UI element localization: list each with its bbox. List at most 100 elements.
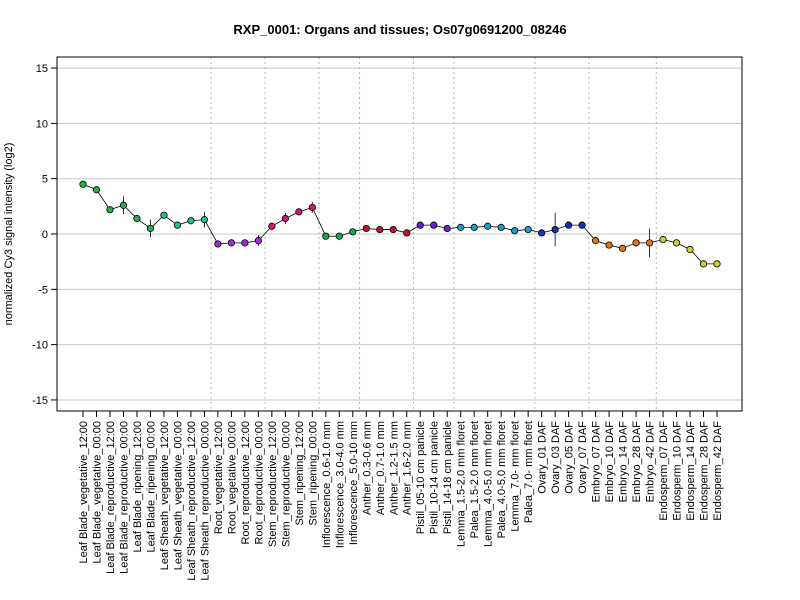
y-tick-label: -15 (32, 395, 48, 407)
x-tick-label: Embryo_07 DAF (591, 421, 603, 503)
data-point (160, 211, 168, 219)
data-point (349, 228, 357, 236)
data-point (672, 239, 681, 247)
x-tick-label: Lemma_1.5-2.0 mm floret (456, 421, 468, 547)
data-point (686, 245, 694, 254)
x-tick-label: Lemma_4.0-5.0 mm floret (483, 421, 495, 547)
y-tick-label: 5 (42, 174, 48, 186)
x-tick-label: Ovary_07 DAF (577, 421, 589, 494)
x-tick-label: Embryo_10 DAF (604, 421, 616, 503)
data-point (281, 214, 289, 223)
x-tick-label: Palea_1.5-2.0 mm floret (469, 421, 481, 538)
chart-title: RXP_0001: Organs and tissues; Os07g06912… (233, 22, 566, 37)
x-tick-label: Leaf Sheath_vegetative_12:00 (159, 421, 171, 570)
data-point (308, 203, 316, 212)
x-tick-label: Palea_4.0-5.0 mm floret (496, 421, 508, 538)
x-tick-label: Root_vegetative_00:00 (226, 421, 238, 534)
data-point (295, 208, 303, 216)
data-point (578, 221, 586, 229)
x-tick-label: Leaf Blade_vegetative_00:00 (91, 421, 103, 564)
x-tick-label: Ovary_01 DAF (537, 421, 549, 494)
x-tick-label: Anther_1.2-1.5 mm (388, 421, 400, 515)
x-tick-label: Leaf Blade_ripening_00:00 (145, 421, 157, 553)
x-tick-label: Pistil_05-10 cm panicle (415, 421, 427, 534)
data-point (133, 214, 141, 223)
x-tick-label: Stem_ripening_12:00 (294, 421, 306, 526)
data-point (618, 244, 627, 252)
x-tick-label: Endosperm_10 DAF (672, 421, 684, 521)
x-tick-labels-layer: Leaf Blade_vegetative_12:00 Leaf Blade_ve… (78, 421, 724, 581)
x-tick-label: Leaf Sheath_reproductive_00:00 (199, 421, 211, 581)
data-point (389, 225, 397, 234)
x-tick-label: Ovary_03 DAF (550, 421, 562, 494)
x-tick-label: Leaf Blade_reproductive_12:00 (105, 421, 117, 574)
x-tick-label: Embryo_14 DAF (618, 421, 630, 503)
x-tick-label: Stem_reproductive_12:00 (267, 421, 279, 547)
x-tick-label: Endosperm_28 DAF (699, 421, 711, 521)
grid-layer (57, 57, 742, 411)
y-axis-label: normalized Cy3 signal intensity (log2) (3, 143, 15, 326)
data-point (362, 224, 370, 233)
x-tick-label: Pistil_14-18 cm panicle (442, 421, 454, 534)
data-point (524, 225, 532, 234)
x-tick-label: Anther_0.3-0.6 mm (361, 421, 373, 515)
data-point (335, 232, 343, 240)
x-tick-label: Root_vegetative_12:00 (213, 421, 225, 534)
data-point (457, 223, 465, 231)
x-tick-label: Inflorescence_3.0-4.0 mm (334, 421, 346, 548)
data-point (200, 216, 209, 224)
data-point (322, 232, 330, 240)
x-tick-label: Embryo_28 DAF (631, 421, 643, 503)
data-point (591, 237, 600, 245)
data-point (119, 201, 128, 209)
data-point (173, 221, 182, 229)
x-tick-label: Endosperm_14 DAF (685, 421, 697, 521)
data-point (538, 229, 546, 237)
x-tick-label: Ovary_05 DAF (564, 421, 576, 494)
x-tick-label: Inflorescence_0.6-1.0 mm (321, 421, 333, 548)
x-tick-label: Leaf Blade_reproductive_00:00 (118, 421, 130, 574)
y-tick-label: 10 (36, 118, 48, 130)
data-point (484, 222, 492, 230)
axes-layer: -15 -10 -5 0 5 10 15 (32, 56, 743, 417)
y-tick-label: 15 (36, 63, 48, 75)
data-point (430, 221, 438, 229)
x-tick-label: Stem_reproductive_00:00 (280, 421, 292, 547)
data-point (551, 225, 559, 234)
x-tick-label: Leaf Sheath_vegetative_00:00 (172, 421, 184, 570)
data-point (645, 239, 654, 247)
data-point (227, 239, 235, 247)
y-tick-label: -5 (38, 284, 48, 296)
data-point (241, 239, 249, 247)
data-point (214, 240, 222, 248)
x-tick-label: Root_reproductive_00:00 (253, 421, 265, 545)
x-tick-label: Lemma_7.0- mm floret (510, 421, 522, 532)
data-point (659, 235, 667, 244)
data-point (403, 229, 411, 237)
data-point (605, 241, 613, 249)
y-tick-label: 0 (42, 229, 48, 241)
x-tick-label: Leaf Blade_ripening_12:00 (132, 421, 144, 553)
data-point (632, 239, 640, 247)
x-tick-label: Root_reproductive_12:00 (240, 421, 252, 545)
data-point (268, 222, 276, 230)
x-tick-label: Endosperm_07 DAF (658, 421, 670, 521)
data-point (713, 260, 721, 268)
data-point (106, 206, 114, 214)
data-point (699, 260, 708, 268)
x-tick-label: Palea_7.0- mm floret (523, 421, 535, 523)
data-point (254, 237, 262, 245)
x-tick-label: Leaf Blade_vegetative_12:00 (78, 421, 90, 564)
data-point (497, 223, 505, 231)
x-tick-label: Endosperm_42 DAF (712, 421, 724, 521)
data-point (92, 186, 101, 194)
x-tick-label: Pistil_10-14 cm panicle (429, 421, 441, 534)
data-point (443, 224, 451, 233)
x-tick-label: Anther_0.7-1.0 mm (375, 421, 387, 515)
data-point (146, 224, 155, 233)
data-point (376, 225, 384, 234)
data-point (79, 180, 87, 188)
x-tick-label: Stem_ripening_00:00 (307, 421, 319, 526)
data-point (187, 217, 195, 225)
